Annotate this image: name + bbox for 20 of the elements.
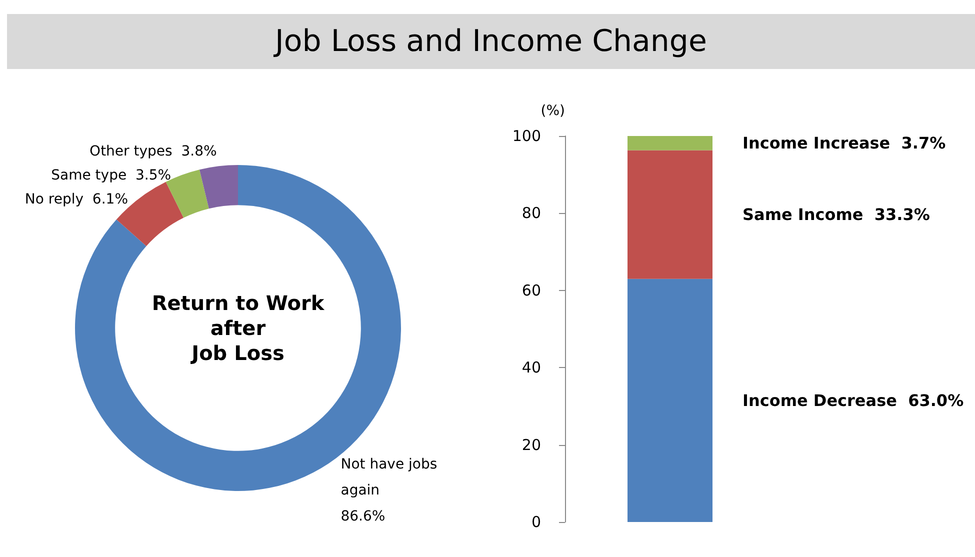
y-tick-label: 100 (512, 127, 541, 145)
slice-label: Same type 3.5% (51, 167, 172, 184)
slice-label: Other types 3.8% (90, 143, 217, 160)
slice-label: No reply 6.1% (24, 191, 128, 208)
text: Return to Work after Job Loss (152, 291, 325, 365)
y-axis-title: (%) (540, 103, 565, 119)
y-tick-label: 20 (522, 436, 541, 454)
bar (628, 136, 712, 150)
bar (628, 278, 712, 522)
text: Same Income 33.3% (742, 205, 930, 224)
text: Income Increase 3.7% (742, 134, 946, 153)
chart-title: Job Loss and Income Change (7, 14, 975, 69)
y-tick-label: 0 (531, 513, 541, 531)
data-label: 86.6% (340, 508, 386, 524)
text: Income Decrease 63.0% (742, 390, 964, 410)
y-tick-label: 40 (522, 358, 541, 377)
bar (628, 150, 712, 279)
y-tick-label: 60 (522, 281, 541, 300)
y-tick-label: 80 (522, 204, 541, 222)
slice-label: Not have jobs again (340, 456, 438, 498)
